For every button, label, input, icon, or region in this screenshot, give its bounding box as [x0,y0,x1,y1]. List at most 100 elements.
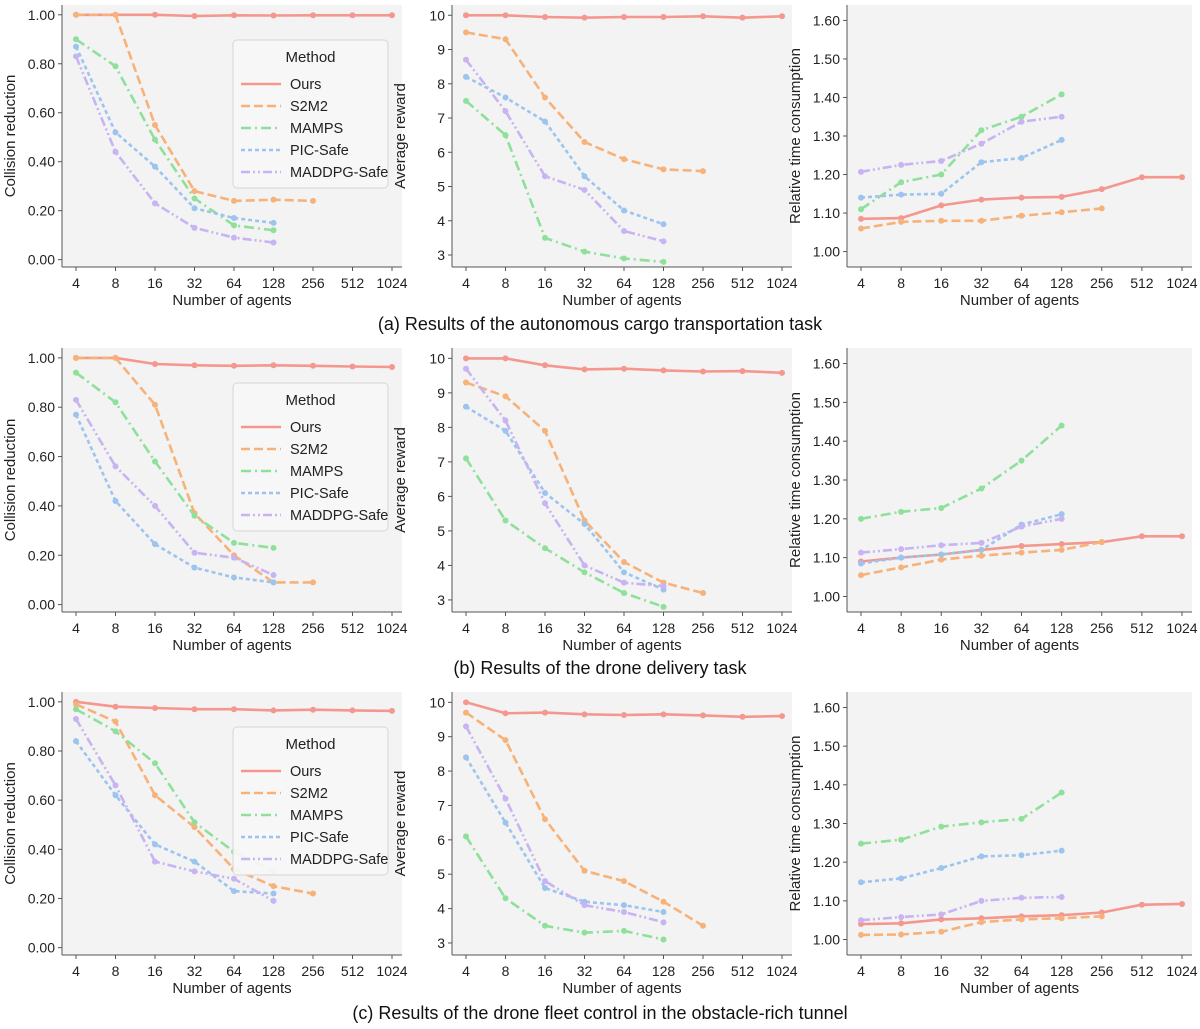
data-point [231,234,237,241]
series-line-mamps [75,38,274,232]
data-point [938,190,945,197]
data-point [660,603,667,610]
y-tick-label: 0.00 [28,940,55,956]
x-axis-label: Number of agents [172,292,291,309]
series-pic-safe [858,847,1065,886]
data-point [581,867,588,874]
panel-a-reward: 4 8 16 32 64 128 256 512 1024 3 4 5 6 7 8 9 10 Number of … [392,5,798,309]
data-point [152,458,158,465]
x-tick-label: 512 [341,275,365,291]
data-point [1179,533,1185,540]
data-point [231,197,237,204]
y-tick-label: 5 [437,866,445,882]
data-point [978,552,985,559]
data-point [779,713,785,720]
series-maddpg-safe [463,56,667,245]
data-point [191,205,198,212]
data-point [898,920,905,927]
x-tick-label: 16 [147,963,163,979]
data-point [581,173,588,180]
data-point [191,188,198,195]
series-s2m2 [463,379,706,597]
y-tick-label: 1.20 [813,854,840,870]
data-point [700,368,706,375]
series-line-mamps [860,791,1063,845]
data-point [660,919,667,926]
y-tick-label: 4 [437,213,445,229]
series-pic-safe [858,136,1065,201]
data-point [621,927,627,934]
data-point [349,707,356,714]
data-point [270,883,277,890]
data-point [858,549,864,556]
x-tick-label: 256 [301,620,325,636]
data-point [938,217,945,224]
data-point [938,171,945,178]
data-point [463,379,469,386]
x-axis-label: Number of agents [172,980,291,997]
y-tick-label: 1.00 [813,932,840,948]
x-tick-label: 256 [691,963,715,979]
x-tick-label: 8 [112,275,120,291]
x-tick-label: 256 [691,620,715,636]
data-point [542,489,548,496]
y-tick-label: 1.00 [28,694,55,710]
series-maddpg-safe [73,716,277,904]
legend-label-maddpg-safe: MADDPG-Safe [290,165,388,181]
data-point [231,12,237,19]
series-line-pic-safe [465,75,664,226]
panel-c-reward: 4 8 16 32 64 128 256 512 1024 3 4 5 6 7 8 9 10 Number of … [392,692,798,997]
data-point [231,539,237,546]
data-point [231,222,237,229]
data-point [1138,174,1145,181]
data-point [1179,900,1185,907]
x-tick-label: 8 [502,963,510,979]
data-point [938,864,945,871]
x-tick-label: 256 [691,275,715,291]
series-line-mamps [464,457,664,609]
series-line-mamps [75,371,274,550]
x-tick-label: 16 [537,275,553,291]
data-point [73,716,79,723]
data-point [581,138,588,145]
x-tick-label: 32 [187,963,203,979]
y-tick-label: 7 [437,454,445,470]
y-tick-label: 0.60 [28,105,55,121]
x-tick-label: 8 [112,620,120,636]
data-point [660,583,667,590]
x-tick-label: 512 [341,963,365,979]
data-point [858,879,864,886]
data-point [542,362,548,369]
data-point [700,13,706,20]
data-point [938,542,945,549]
data-point [978,539,985,546]
series-ours [463,355,785,376]
series-maddpg-safe [858,515,1065,556]
x-tick-label: 64 [1014,275,1030,291]
data-point [1058,893,1065,900]
x-tick-label: 128 [1050,620,1074,636]
data-point [978,897,985,904]
data-point [112,11,119,18]
data-point [660,166,667,173]
x-axis-label: Number of agents [562,292,681,309]
data-point [73,738,79,745]
x-tick-label: 64 [1014,963,1030,979]
x-tick-label: 256 [1090,620,1114,636]
data-point [1018,154,1025,161]
data-point [112,782,119,789]
data-point [660,936,667,943]
x-tick-label: 16 [147,620,163,636]
legend-title: Method [285,392,335,409]
y-tick-label: 1.60 [813,699,840,715]
x-tick-label: 4 [857,963,865,979]
legend-label-mamps: MAMPS [290,464,343,480]
series-s2m2 [73,11,316,204]
data-point [1098,913,1105,920]
data-point [152,841,158,848]
data-point [739,713,746,720]
data-point [191,819,198,826]
data-point [112,354,119,361]
y-tick-label: 4 [437,901,445,917]
x-tick-label: 128 [1050,275,1074,291]
